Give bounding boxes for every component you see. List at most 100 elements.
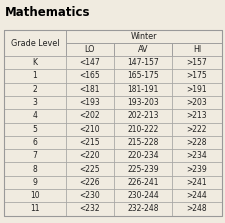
Text: >191: >191 xyxy=(186,85,206,94)
Bar xyxy=(113,109,171,122)
Text: 5: 5 xyxy=(32,125,37,134)
Bar xyxy=(113,162,171,176)
Bar xyxy=(66,109,113,122)
Bar xyxy=(113,69,171,83)
Text: 2: 2 xyxy=(32,85,37,94)
Bar xyxy=(171,109,221,122)
Bar xyxy=(171,136,221,149)
Text: <193: <193 xyxy=(79,98,100,107)
Bar xyxy=(66,136,113,149)
Text: <210: <210 xyxy=(79,125,100,134)
Text: 4: 4 xyxy=(32,111,37,120)
Text: >213: >213 xyxy=(186,111,206,120)
Bar xyxy=(113,83,171,96)
Bar xyxy=(171,83,221,96)
Text: 7: 7 xyxy=(32,151,37,160)
Text: K: K xyxy=(32,58,37,67)
Bar xyxy=(4,30,221,216)
Text: <225: <225 xyxy=(79,165,100,173)
Bar xyxy=(113,149,171,162)
Bar xyxy=(4,136,66,149)
Bar xyxy=(4,83,66,96)
Text: <165: <165 xyxy=(79,71,100,81)
Text: Grade Level: Grade Level xyxy=(11,39,59,47)
Bar xyxy=(4,56,66,69)
Bar xyxy=(4,202,66,216)
Text: Mathematics: Mathematics xyxy=(5,6,90,19)
Text: 226-241: 226-241 xyxy=(127,178,158,187)
Text: LO: LO xyxy=(84,45,95,54)
Bar xyxy=(66,56,113,69)
Bar xyxy=(66,162,113,176)
Bar xyxy=(171,43,221,56)
Bar xyxy=(66,149,113,162)
Text: 225-239: 225-239 xyxy=(127,165,158,173)
Text: 11: 11 xyxy=(30,204,40,213)
Text: 147-157: 147-157 xyxy=(126,58,158,67)
Text: >244: >244 xyxy=(186,191,207,200)
Text: 210-222: 210-222 xyxy=(127,125,158,134)
Bar xyxy=(113,122,171,136)
Text: 202-213: 202-213 xyxy=(127,111,158,120)
Text: >228: >228 xyxy=(186,138,206,147)
Bar xyxy=(171,162,221,176)
Text: <226: <226 xyxy=(79,178,100,187)
Bar xyxy=(66,96,113,109)
Text: 230-244: 230-244 xyxy=(126,191,158,200)
Bar xyxy=(171,122,221,136)
Bar xyxy=(171,202,221,216)
Bar xyxy=(113,56,171,69)
Text: <232: <232 xyxy=(79,204,100,213)
Bar xyxy=(4,189,66,202)
Text: Winter: Winter xyxy=(130,32,157,41)
Bar xyxy=(4,176,66,189)
Text: 9: 9 xyxy=(32,178,37,187)
Bar xyxy=(113,202,171,216)
Bar xyxy=(171,69,221,83)
Bar xyxy=(66,30,221,43)
Bar xyxy=(4,162,66,176)
Bar xyxy=(171,176,221,189)
Text: 165-175: 165-175 xyxy=(126,71,158,81)
Bar xyxy=(4,122,66,136)
Bar xyxy=(66,43,113,56)
Text: >234: >234 xyxy=(186,151,207,160)
Text: 6: 6 xyxy=(32,138,37,147)
Bar xyxy=(66,69,113,83)
Bar xyxy=(113,189,171,202)
Bar xyxy=(66,83,113,96)
Bar xyxy=(4,149,66,162)
Text: <215: <215 xyxy=(79,138,100,147)
Text: 232-248: 232-248 xyxy=(127,204,158,213)
Bar xyxy=(113,96,171,109)
Text: HI: HI xyxy=(192,45,200,54)
Text: >248: >248 xyxy=(186,204,206,213)
Text: 8: 8 xyxy=(32,165,37,173)
Bar xyxy=(66,189,113,202)
Bar xyxy=(4,109,66,122)
Bar xyxy=(171,96,221,109)
Bar xyxy=(4,30,66,56)
Text: <181: <181 xyxy=(79,85,100,94)
Text: 1: 1 xyxy=(32,71,37,81)
Bar xyxy=(171,56,221,69)
Text: 220-234: 220-234 xyxy=(127,151,158,160)
Bar xyxy=(171,149,221,162)
Text: 181-191: 181-191 xyxy=(127,85,158,94)
Bar xyxy=(4,69,66,83)
Bar xyxy=(113,176,171,189)
Text: <230: <230 xyxy=(79,191,100,200)
Bar xyxy=(113,136,171,149)
Text: >157: >157 xyxy=(186,58,207,67)
Text: >222: >222 xyxy=(186,125,206,134)
Bar xyxy=(66,202,113,216)
Text: <220: <220 xyxy=(79,151,100,160)
Text: 3: 3 xyxy=(32,98,37,107)
Text: >241: >241 xyxy=(186,178,206,187)
Text: >239: >239 xyxy=(186,165,207,173)
Bar xyxy=(171,189,221,202)
Text: >203: >203 xyxy=(186,98,207,107)
Text: AV: AV xyxy=(137,45,148,54)
Bar xyxy=(113,43,171,56)
Text: 193-203: 193-203 xyxy=(126,98,158,107)
